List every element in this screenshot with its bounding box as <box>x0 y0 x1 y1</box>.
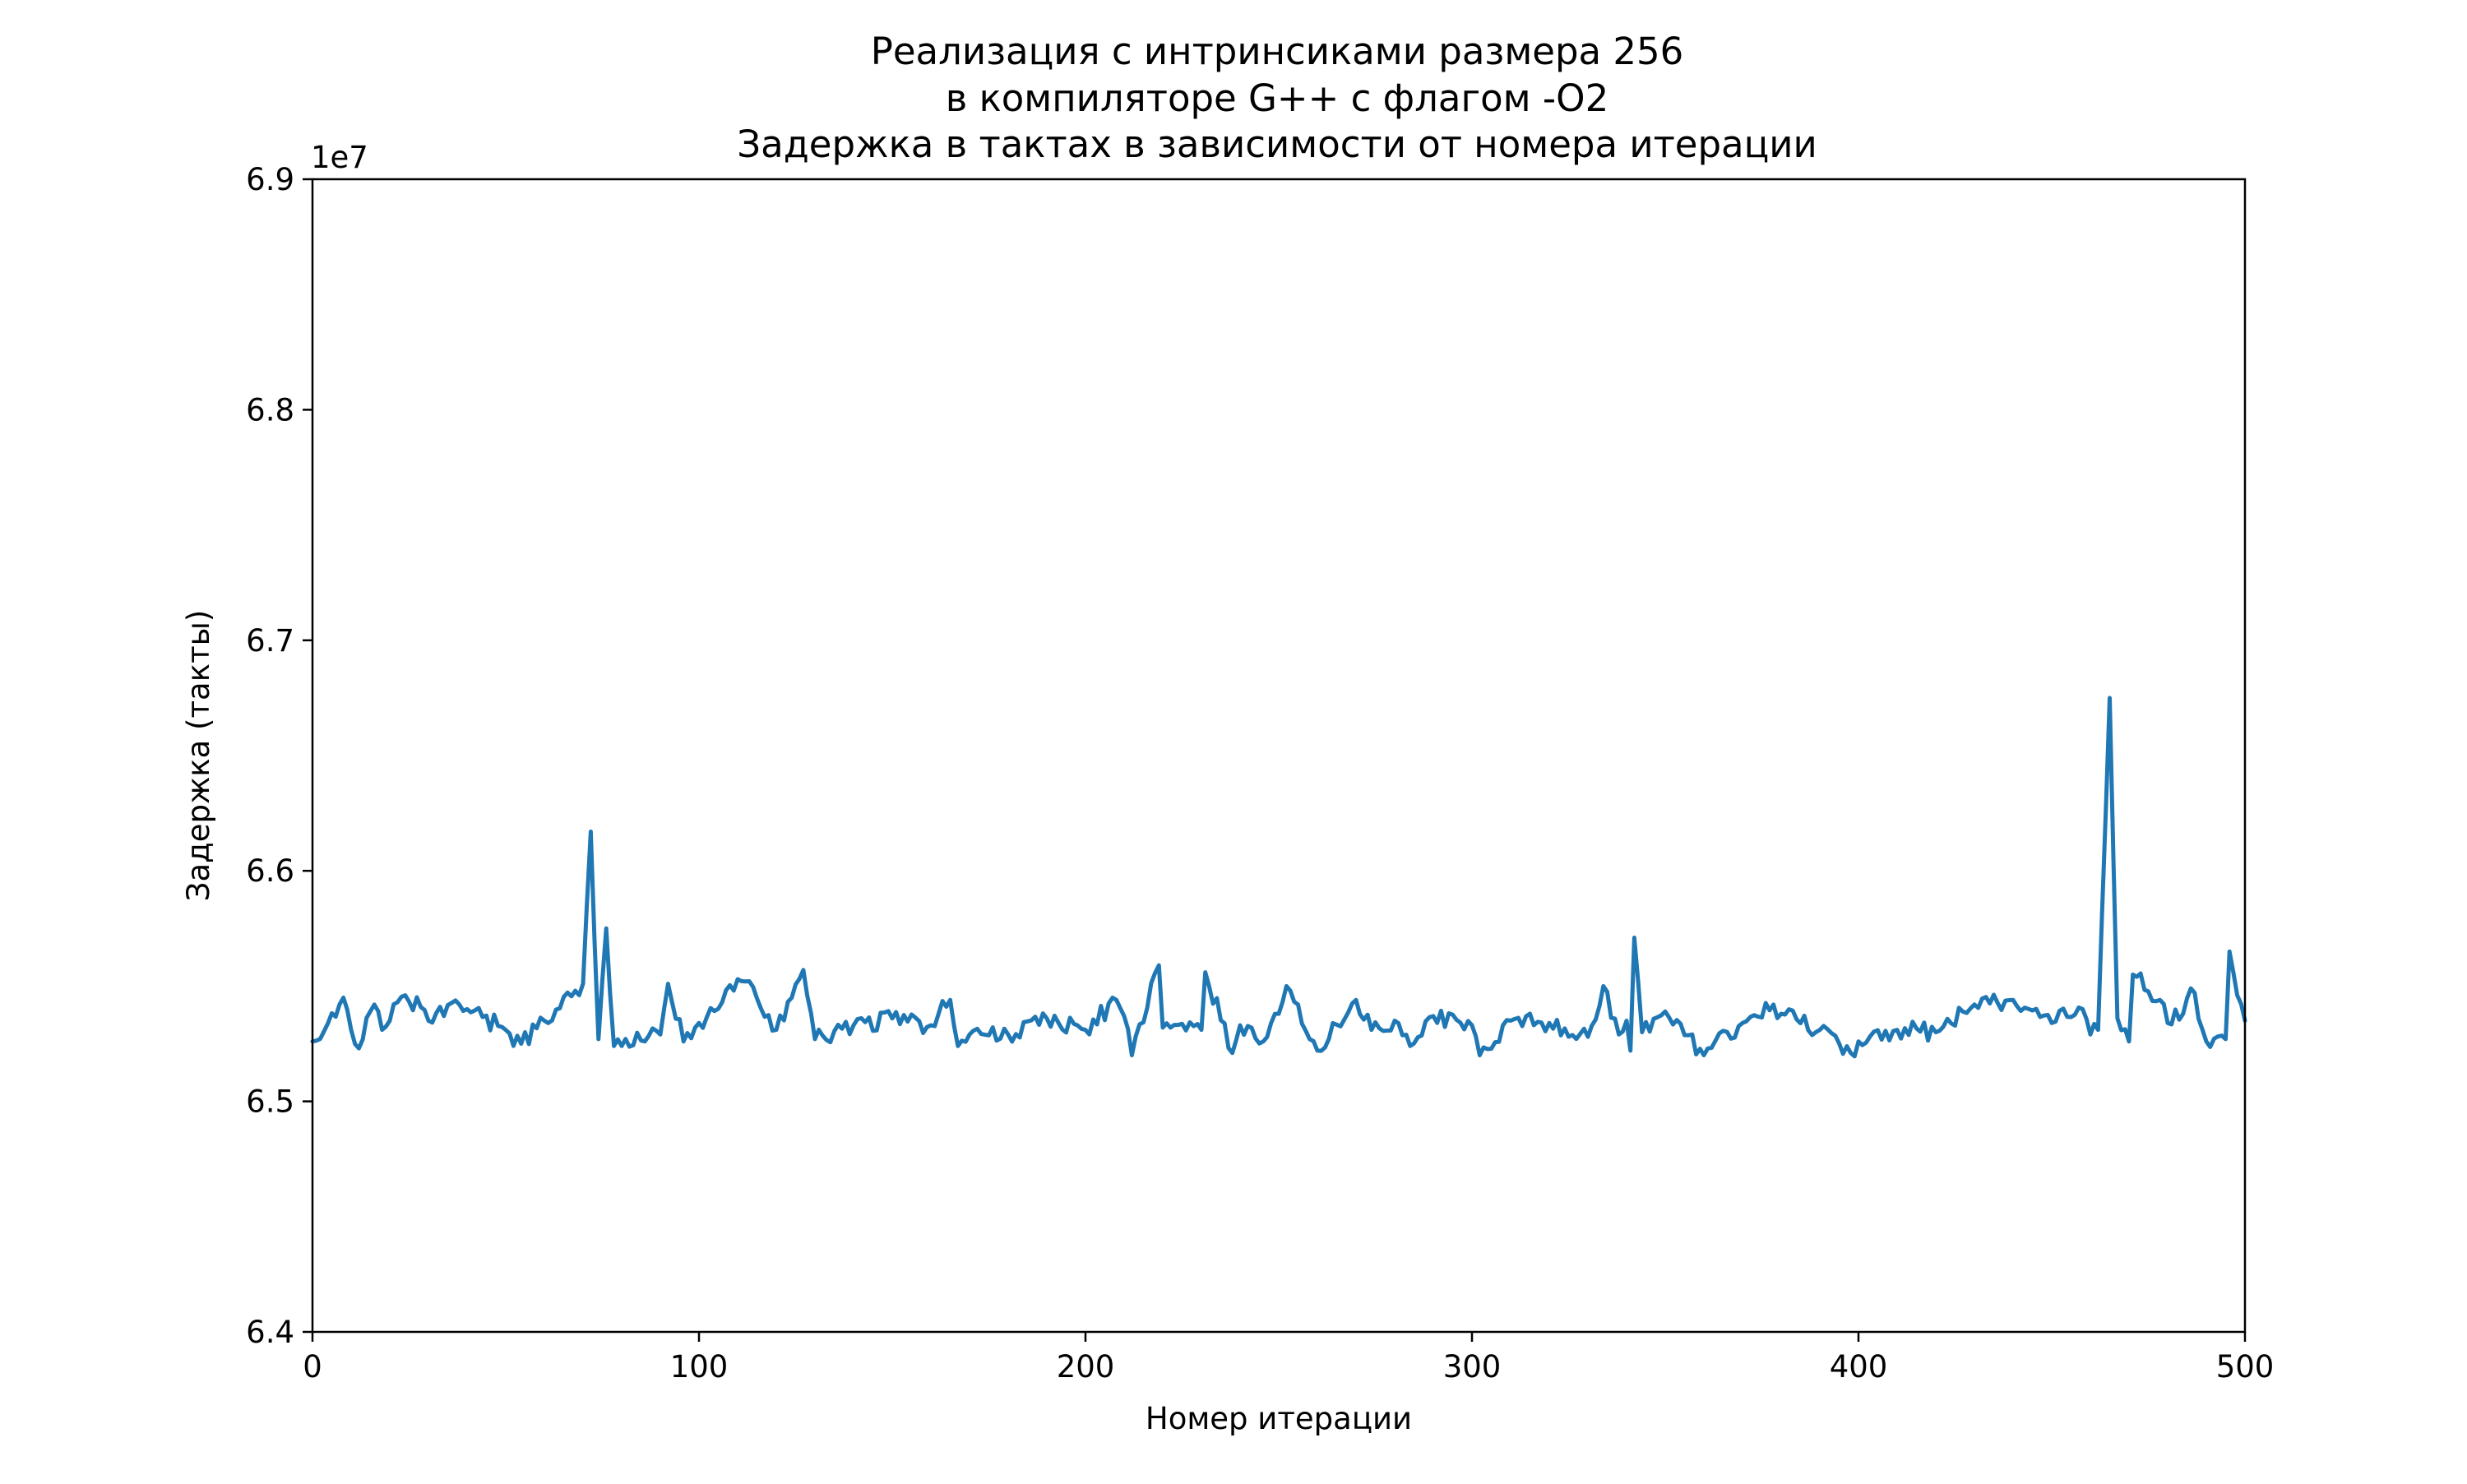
y-tick-label: 6.9 <box>246 162 294 197</box>
chart-title: Реализация с интринсиками размера 256 в … <box>737 30 1817 166</box>
chart-title-line-1: Реализация с интринсиками размера 256 <box>871 30 1684 73</box>
y-tick-label: 6.6 <box>246 853 294 889</box>
y-offset-label: 1e7 <box>311 140 368 175</box>
x-tick-label: 500 <box>2216 1349 2275 1385</box>
axes-frame <box>311 178 2247 1334</box>
y-axis-label: Задержка (такты) <box>181 610 216 902</box>
x-tick-label: 0 <box>303 1349 322 1385</box>
x-axis-label: Номер итерации <box>1146 1401 1412 1436</box>
series-line <box>310 696 2247 1059</box>
x-tick-label: 200 <box>1057 1349 1115 1385</box>
y-tick-label: 6.8 <box>246 392 294 428</box>
chart-title-line-3: Задержка в тактах в зависимости от номер… <box>737 123 1817 166</box>
x-axis: 0 100 200 300 400 500 <box>303 1332 2274 1385</box>
chart-title-line-2: в компиляторе G++ с флагом -O2 <box>946 76 1608 120</box>
y-tick-label: 6.5 <box>246 1084 294 1120</box>
y-tick-label: 6.7 <box>246 623 294 659</box>
y-tick-label: 6.4 <box>246 1315 294 1350</box>
x-tick-label: 300 <box>1443 1349 1502 1385</box>
x-tick-label: 100 <box>670 1349 729 1385</box>
plot-area <box>310 178 2247 1334</box>
y-axis: 6.4 6.5 6.6 6.7 6.8 6.9 <box>246 162 312 1350</box>
x-tick-label: 400 <box>1830 1349 1888 1385</box>
